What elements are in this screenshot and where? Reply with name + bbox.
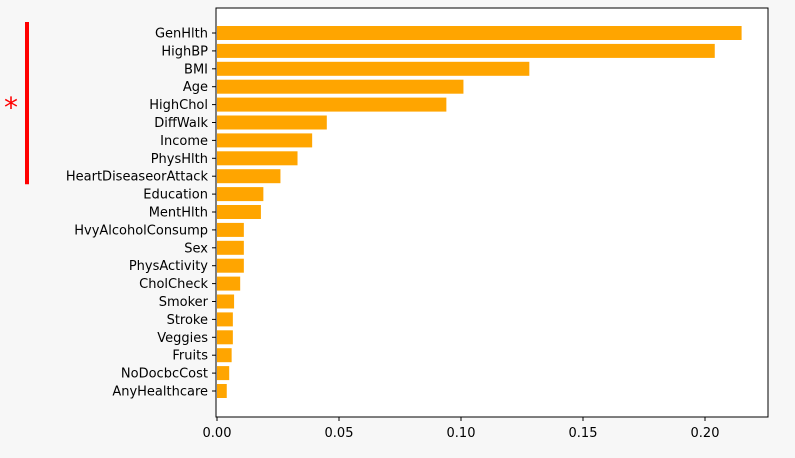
x-tick-label: 0.05 <box>325 426 354 441</box>
y-tick-label: Fruits <box>172 349 208 364</box>
bar-NoDocbcCost <box>217 366 230 381</box>
y-tick-label: HvyAlcoholConsump <box>74 223 208 238</box>
y-tick-label: Education <box>143 188 208 203</box>
bar-Veggies <box>217 330 233 345</box>
y-tick-label: CholCheck <box>139 277 208 292</box>
y-tick-label: GenHlth <box>155 27 208 42</box>
significance-annotation: * <box>4 22 29 185</box>
x-axis: 0.00 0.05 0.10 0.15 0.20 <box>203 417 720 441</box>
y-tick-label: Veggies <box>157 331 208 346</box>
y-tick-label: PhysHlth <box>151 152 208 167</box>
bars <box>217 26 742 398</box>
y-tick-label: Income <box>160 134 208 149</box>
y-tick-label: Sex <box>184 241 208 256</box>
significance-asterisk: * <box>4 91 18 124</box>
plot-area <box>215 7 769 418</box>
y-tick-label: HighBP <box>161 44 208 59</box>
bar-CholCheck <box>217 276 241 291</box>
y-tick-label: NoDocbcCost <box>121 367 208 382</box>
y-tick-labels: GenHlth HighBP BMI Age HighChol DiffWalk Incom… <box>66 27 216 400</box>
bar-BMI <box>217 61 530 76</box>
x-tick-label: 0.10 <box>447 426 476 441</box>
bar-Fruits <box>217 348 232 363</box>
bar-HighChol <box>217 97 447 112</box>
bar-HighBP <box>217 43 715 58</box>
y-tick-label: Smoker <box>159 295 209 310</box>
bar-PhysHlth <box>217 151 298 166</box>
bar-Smoker <box>217 294 235 309</box>
bar-HvyAlcoholConsump <box>217 222 244 237</box>
bar-HeartDiseaseorAttack <box>217 169 281 184</box>
y-tick-label: MentHlth <box>149 206 208 221</box>
y-tick-label: Stroke <box>167 313 208 328</box>
bar-GenHlth <box>217 26 742 40</box>
bar-Stroke <box>217 312 233 327</box>
y-tick-label: BMI <box>184 62 208 77</box>
x-tick-label: 0.15 <box>569 426 598 441</box>
bar-PhysActivity <box>217 258 244 273</box>
y-tick-label: Age <box>183 80 208 95</box>
y-tick-label: AnyHealthcare <box>112 385 208 400</box>
y-tick-label: HeartDiseaseorAttack <box>66 170 209 185</box>
y-tick-label: HighChol <box>149 98 208 113</box>
x-tick-label: 0.20 <box>691 426 720 441</box>
y-tick-label: DiffWalk <box>154 116 208 131</box>
bar-AnyHealthcare <box>217 384 227 398</box>
x-tick-label: 0.00 <box>203 426 232 441</box>
bar-Age <box>217 79 464 94</box>
bar-Sex <box>217 240 244 255</box>
y-tick-label: PhysActivity <box>129 259 208 274</box>
bar-Education <box>217 187 264 202</box>
bar-DiffWalk <box>217 115 327 130</box>
bar-Income <box>217 133 313 148</box>
bar-MentHlth <box>217 205 261 219</box>
